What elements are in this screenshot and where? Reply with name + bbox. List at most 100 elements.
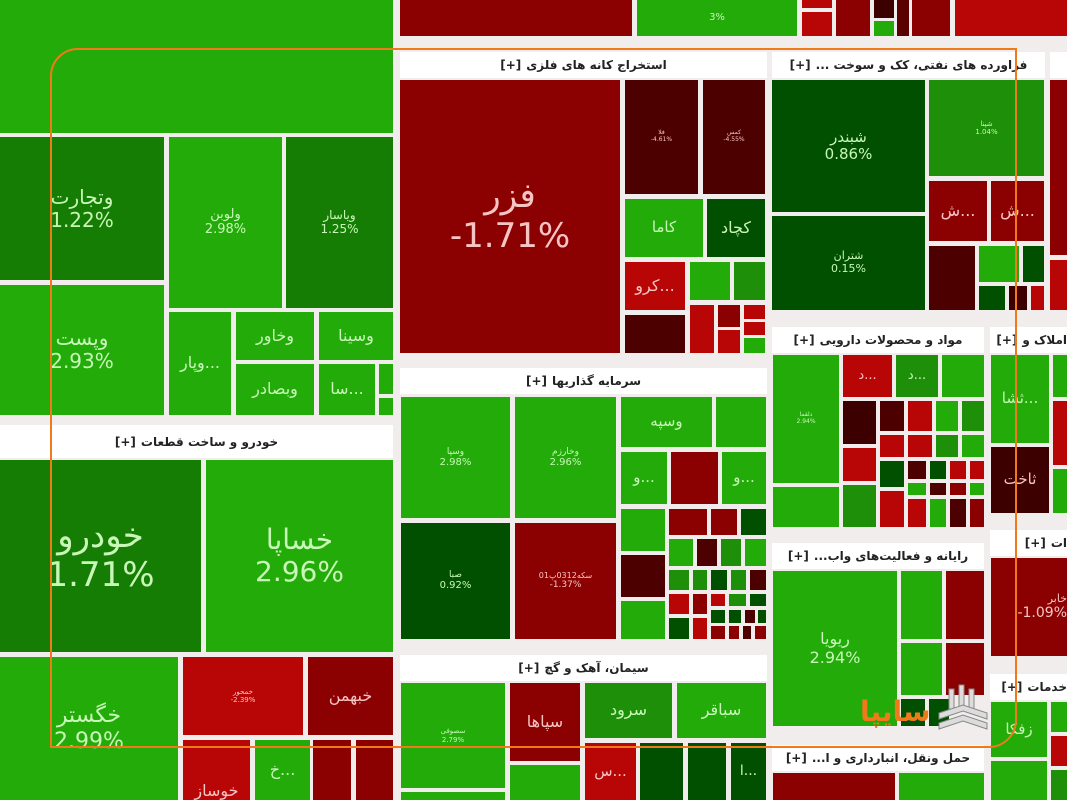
tile-small[interactable] — [930, 499, 946, 527]
tile-small[interactable] — [621, 601, 665, 639]
tile-s2[interactable]: ا... — [731, 743, 766, 800]
tile-small[interactable] — [621, 555, 665, 597]
tile-khaber[interactable]: خابر -1.09% — [991, 558, 1067, 656]
tile-khodro[interactable]: خودرو 1.71% — [0, 460, 201, 652]
sector-header-haml[interactable]: حمل ونقل، انبارداری و ا... [+] — [772, 745, 984, 771]
tile-small[interactable] — [711, 509, 737, 535]
tile-small[interactable] — [510, 765, 580, 800]
tile-small[interactable] — [758, 610, 766, 623]
tile-small[interactable] — [711, 594, 725, 606]
tile-small[interactable] — [669, 570, 689, 590]
tile-small[interactable] — [979, 246, 1019, 282]
tile-small[interactable] — [908, 499, 926, 527]
expand-button[interactable]: [+] — [785, 751, 807, 765]
tile-small[interactable] — [731, 570, 746, 590]
expand-button[interactable]: [+] — [525, 374, 547, 388]
tile-small[interactable] — [970, 499, 984, 527]
tile-small[interactable] — [908, 461, 926, 479]
tile-vpost[interactable]: وپست 2.93% — [0, 285, 164, 415]
tile-small[interactable] — [734, 262, 765, 300]
tile-sh2[interactable]: ش... — [991, 181, 1044, 241]
tile-v2[interactable]: و... — [722, 452, 766, 504]
tile-small[interactable] — [1023, 246, 1044, 282]
tile-vsepah[interactable]: وسپه — [621, 397, 712, 447]
tile-khbahman[interactable]: خبهمن — [308, 657, 393, 735]
tile-sepaha[interactable]: سپاها — [510, 683, 580, 761]
expand-button[interactable]: [+] — [1001, 680, 1023, 694]
tile-small[interactable] — [880, 435, 904, 457]
tile-top-green[interactable]: 3% — [637, 0, 797, 36]
tile-vtejarat[interactable]: وتجارت 1.22% — [0, 137, 164, 280]
tile-small[interactable] — [880, 461, 904, 487]
tile-small[interactable] — [874, 0, 894, 18]
tile-fsmall2[interactable]: کمس -4.55% — [703, 80, 765, 194]
tile-kchad[interactable]: کچاد — [707, 199, 765, 257]
tile-small[interactable] — [313, 740, 351, 800]
tile-small[interactable] — [843, 401, 876, 444]
expand-button[interactable]: [+] — [500, 58, 522, 72]
tile-fsmall1[interactable]: فلا -4.61% — [625, 80, 698, 194]
tile-shpna[interactable]: شپنا 1.04% — [929, 80, 1044, 176]
tile-vpar[interactable]: وپار... — [169, 312, 231, 415]
tile-small[interactable] — [991, 761, 1047, 800]
tile-small[interactable] — [744, 322, 765, 335]
tile-d1[interactable]: د... — [843, 355, 892, 397]
tile-small[interactable] — [741, 509, 766, 535]
expand-button[interactable]: [+] — [1024, 536, 1046, 550]
sector-header-khodro[interactable]: خودرو و ساخت قطعات [+] — [0, 425, 393, 458]
tile-small[interactable] — [688, 743, 726, 800]
tile-small[interactable] — [901, 643, 942, 695]
tile-small[interactable] — [1053, 355, 1067, 397]
tile-small[interactable] — [697, 539, 717, 566]
sector-header-estekhraj[interactable]: استخراج کانه های فلزی [+] — [400, 52, 767, 78]
tile-sh1[interactable]: ش... — [929, 181, 987, 241]
tile-kro[interactable]: کرو... — [625, 262, 685, 310]
tile-small[interactable] — [908, 435, 932, 457]
tile-small[interactable] — [773, 773, 895, 800]
tile-small[interactable] — [729, 594, 746, 606]
tile-sakht[interactable]: ثاخت — [991, 447, 1049, 513]
tile-small[interactable] — [901, 571, 942, 639]
tile-small[interactable] — [693, 618, 707, 639]
tile-small[interactable] — [744, 338, 765, 353]
tile-ta[interactable] — [1053, 401, 1067, 465]
tile-top-right[interactable] — [955, 0, 1067, 36]
expand-button[interactable]: [+] — [996, 333, 1018, 347]
tile-vbsader[interactable]: وبصادر — [236, 364, 314, 415]
tile-small[interactable] — [721, 539, 741, 566]
tile-sasha[interactable]: ثشا... — [991, 355, 1049, 443]
tile-vyasar[interactable]: ویاسار 1.25% — [286, 137, 393, 308]
tile-small[interactable] — [950, 499, 966, 527]
tile-small[interactable] — [899, 773, 984, 800]
tile-small[interactable] — [640, 743, 683, 800]
tile-small[interactable] — [711, 626, 725, 639]
tile-right-red2[interactable] — [1050, 260, 1067, 310]
tile-s1[interactable]: س... — [585, 743, 636, 800]
tile-khvsaz[interactable]: خوساز — [183, 740, 250, 800]
tile-sekke[interactable]: سکه0312پ01 -1.37% — [515, 523, 616, 639]
tile-small[interactable] — [1051, 702, 1067, 732]
tile-small[interactable] — [755, 626, 766, 639]
tile-small[interactable] — [962, 401, 984, 431]
tile-small[interactable] — [356, 740, 393, 800]
tile-food-top[interactable] — [0, 0, 393, 133]
tile-small[interactable] — [693, 594, 707, 614]
tile-small[interactable] — [625, 315, 685, 353]
tile-khx[interactable]: خ... — [255, 740, 310, 800]
tile-small[interactable] — [773, 487, 839, 527]
tile-small[interactable] — [912, 0, 950, 36]
tile-small[interactable] — [929, 246, 975, 310]
tile-small[interactable] — [379, 364, 393, 394]
sector-header-daroo[interactable]: مواد و محصولات دارویی [+] — [772, 327, 984, 353]
sector-header-rayane[interactable]: رایانه و فعالیت‌های واب... [+] — [772, 543, 984, 569]
tile-small[interactable] — [711, 570, 727, 590]
tile-top-red[interactable] — [400, 0, 632, 36]
tile-small[interactable] — [744, 305, 765, 319]
tile-small[interactable] — [946, 571, 984, 639]
tile-small[interactable] — [671, 452, 718, 504]
tile-fazar[interactable]: فزر -1.71% — [400, 80, 620, 353]
tile-small[interactable] — [1031, 286, 1044, 310]
tile-small[interactable] — [750, 570, 766, 590]
tile-small[interactable] — [1051, 770, 1067, 800]
tile-small[interactable] — [843, 485, 876, 527]
